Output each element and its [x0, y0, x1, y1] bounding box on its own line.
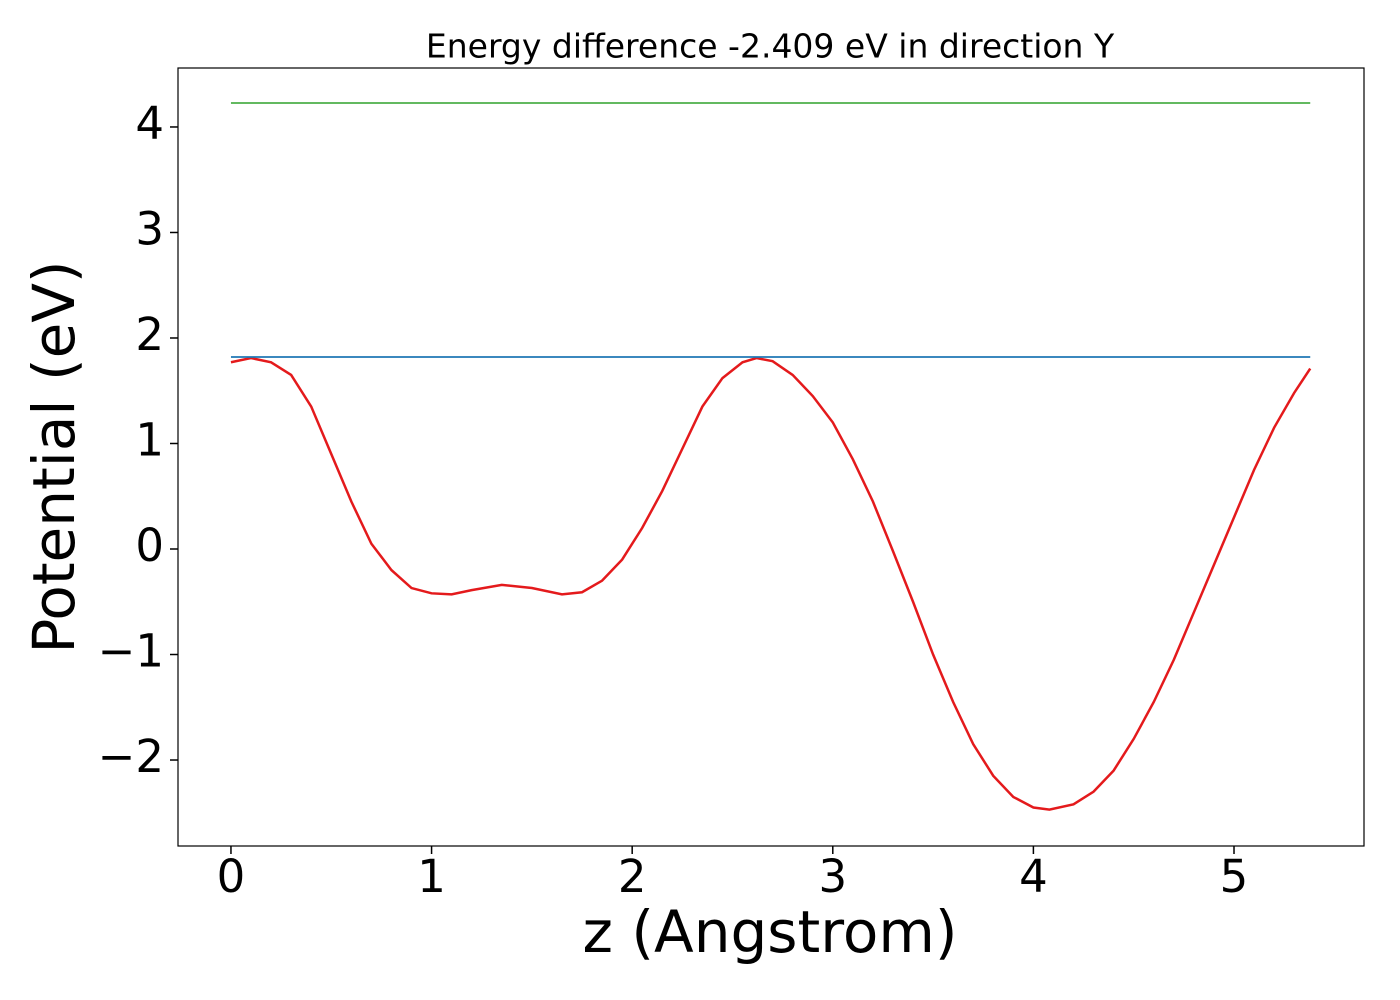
y-tick-label: 3: [135, 202, 164, 255]
y-tick-label: 4: [135, 97, 164, 150]
y-tick-label: −2: [98, 730, 164, 783]
y-axis-label: Potential (eV): [20, 260, 88, 653]
x-tick-label: 3: [818, 850, 847, 903]
y-tick-label: 2: [135, 308, 164, 361]
y-tick-label: −1: [98, 625, 164, 678]
x-tick-label: 5: [1220, 850, 1249, 903]
x-tick-label: 1: [417, 850, 446, 903]
x-tick-label: 0: [217, 850, 246, 903]
y-tick-label: 0: [135, 519, 164, 572]
x-tick-label: 2: [618, 850, 647, 903]
series-line: [230, 356, 1312, 811]
y-tick-label: 1: [135, 413, 164, 466]
x-tick-label: 4: [1019, 850, 1048, 903]
chart-title: Energy difference -2.409 eV in direction…: [426, 27, 1115, 66]
plot-frame: [177, 67, 1365, 847]
x-axis-label: z (Angstrom): [583, 898, 958, 966]
